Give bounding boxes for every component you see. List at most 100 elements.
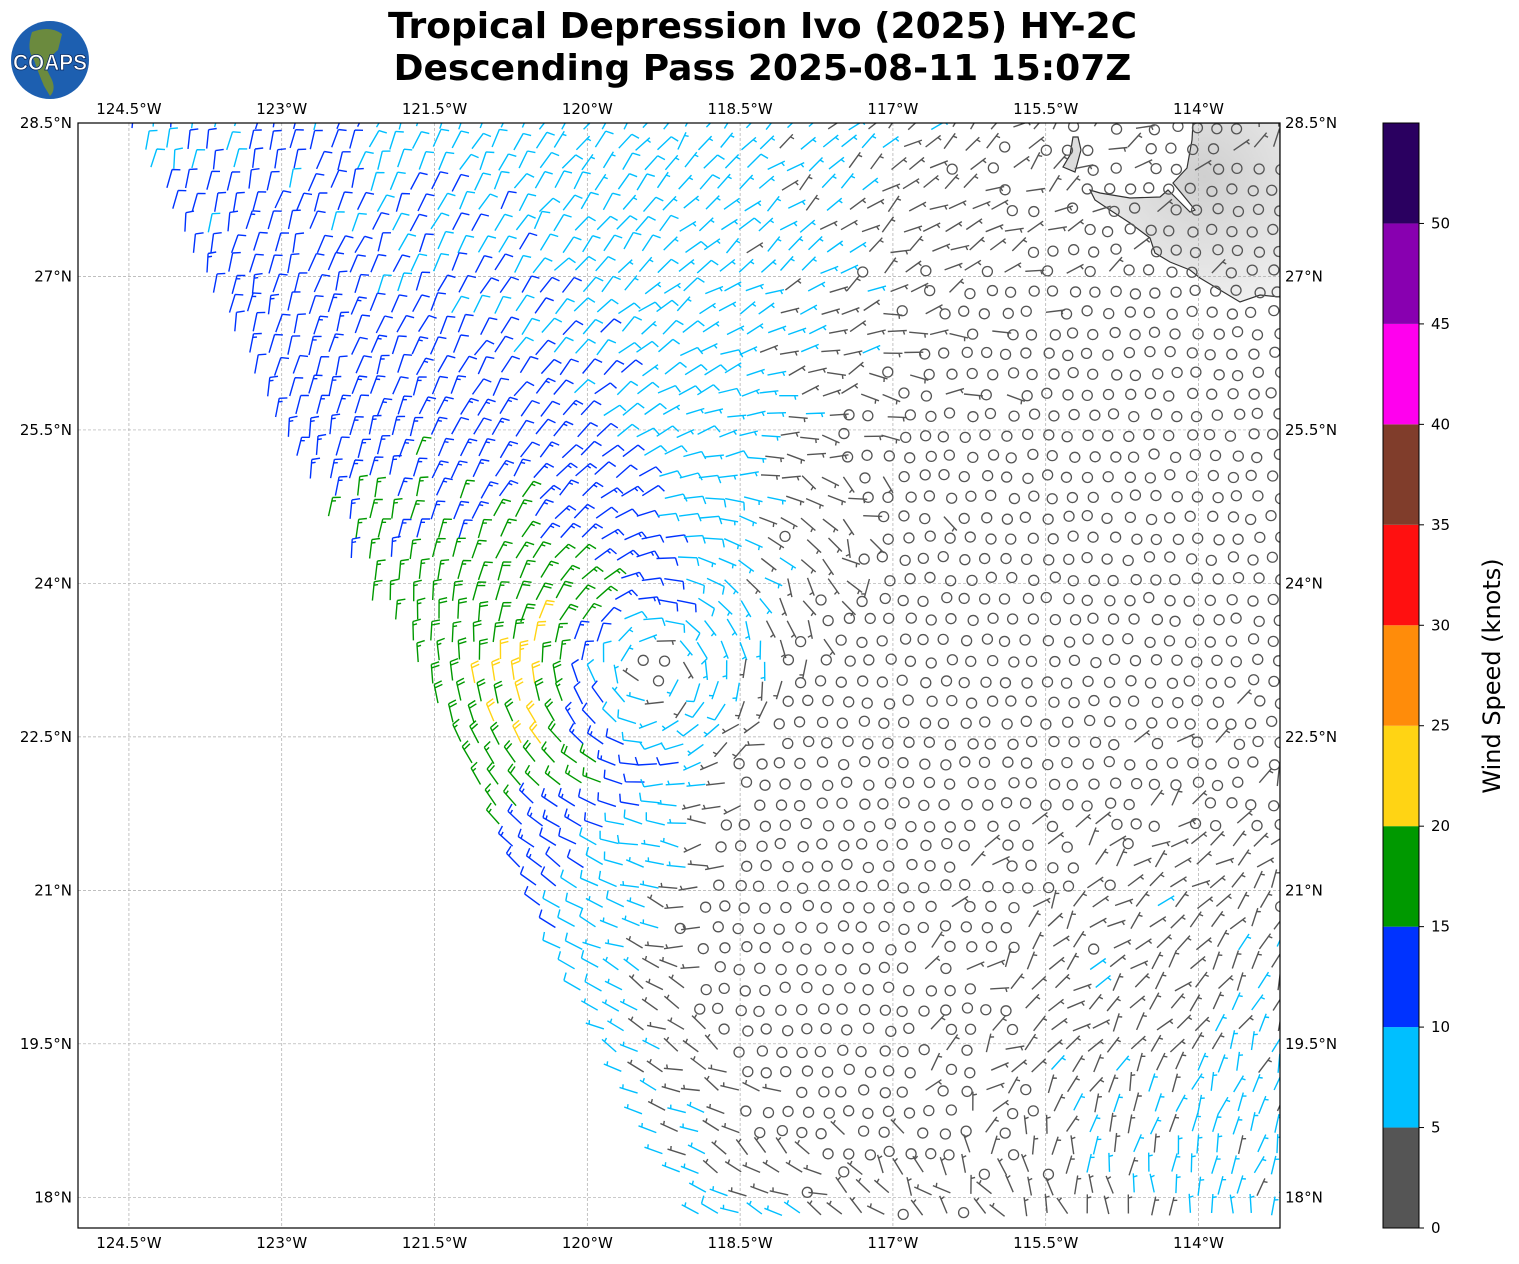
wind-barb	[890, 283, 909, 293]
calm-circle	[1213, 369, 1225, 381]
wind-barb	[616, 215, 638, 230]
wind-barb	[559, 639, 571, 660]
calm-circle	[999, 184, 1011, 196]
calm-circle	[918, 799, 930, 812]
wind-barb	[417, 193, 435, 212]
calm-circle	[1041, 265, 1054, 277]
wind-barb	[214, 191, 227, 212]
calm-circle	[1021, 677, 1033, 689]
calm-circle	[796, 1003, 808, 1016]
wind-barb	[685, 240, 708, 253]
wind-barb	[479, 277, 500, 294]
wind-barb	[187, 128, 199, 149]
calm-circle	[734, 840, 747, 852]
wind-barb	[788, 235, 804, 251]
wind-barb	[1229, 1194, 1235, 1214]
wind-barb	[887, 329, 907, 335]
wind-barb	[647, 1098, 666, 1111]
wind-barb	[497, 561, 512, 581]
calm-circle	[775, 963, 787, 976]
wind-barb	[437, 230, 454, 250]
wind-barb	[800, 343, 819, 353]
calm-circle	[1266, 551, 1279, 563]
wind-barb	[739, 430, 759, 437]
calm-circle	[917, 595, 929, 607]
wind-barb	[855, 1177, 871, 1194]
calm-circle	[1087, 368, 1099, 380]
wind-barb	[356, 151, 374, 170]
wind-barb	[1031, 1135, 1039, 1155]
wind-barb	[568, 723, 584, 745]
calm-circle	[1192, 328, 1204, 340]
calm-circle	[1008, 492, 1021, 505]
wind-barb	[700, 515, 723, 525]
wind-barb	[457, 234, 475, 254]
wind-barb	[679, 640, 693, 657]
calm-circle	[1081, 471, 1094, 484]
wind-barb	[679, 220, 697, 232]
calm-circle	[917, 633, 929, 646]
calm-circle	[999, 1127, 1011, 1139]
wind-barb	[254, 123, 259, 130]
wind-barb	[667, 818, 687, 824]
wind-barb	[351, 336, 368, 355]
wind-barb	[438, 597, 448, 619]
wind-barb	[890, 1118, 905, 1134]
calm-circle	[1150, 408, 1163, 420]
wind-barb	[685, 683, 701, 703]
wind-barb	[644, 281, 662, 295]
wind-barb	[1150, 1034, 1164, 1052]
wind-barb	[1257, 1134, 1269, 1153]
wind-barb	[725, 237, 741, 254]
wind-barb	[470, 761, 482, 785]
wind-barb	[663, 994, 680, 1010]
wind-barb	[684, 151, 699, 168]
calm-circle	[1067, 862, 1080, 874]
wind-barb	[541, 317, 563, 333]
wind-barb	[800, 517, 816, 533]
calm-circle	[835, 1086, 847, 1098]
wind-barb	[292, 354, 309, 374]
wind-barb	[664, 361, 687, 375]
wind-barb	[906, 1177, 913, 1196]
calm-circle	[1170, 204, 1182, 216]
calm-circle	[1269, 346, 1280, 358]
wind-barb	[738, 217, 762, 230]
calm-circle	[816, 797, 828, 809]
calm-circle	[841, 858, 853, 871]
wind-barb	[515, 214, 536, 231]
wind-barb	[635, 137, 651, 151]
graticule	[78, 122, 1280, 1228]
wind-barb	[756, 701, 768, 720]
wind-barb	[723, 804, 742, 815]
calm-circle	[1066, 779, 1078, 791]
wind-barb	[767, 370, 787, 377]
wind-barb	[540, 358, 562, 375]
calm-circle	[978, 1168, 991, 1180]
colorbar-tick-label: 20	[1431, 817, 1450, 835]
calm-circle	[1206, 718, 1219, 730]
calm-circle	[1213, 534, 1225, 546]
wind-barb	[1065, 1035, 1082, 1050]
wind-barb	[718, 301, 737, 312]
wind-barb	[1033, 123, 1041, 130]
colorbar-tick-label: 40	[1431, 415, 1450, 433]
wind-barb	[1175, 1094, 1188, 1112]
calm-circle	[1148, 448, 1160, 460]
calm-circle	[1169, 328, 1181, 340]
wind-barb	[1129, 995, 1146, 1009]
wind-barb	[821, 434, 840, 446]
calm-circle	[1130, 778, 1143, 790]
wind-barb	[846, 275, 861, 292]
wind-barb	[602, 192, 621, 211]
wind-barb	[1108, 256, 1124, 272]
wind-barb	[807, 452, 827, 458]
wind-barb	[452, 212, 470, 231]
calm-circle	[937, 431, 949, 443]
lon-tick-label-top: 121.5°W	[402, 100, 467, 118]
wind-barb	[823, 638, 836, 656]
calm-circle	[879, 1087, 891, 1099]
calm-circle	[1007, 1107, 1019, 1120]
colorbar-segment	[1383, 826, 1419, 927]
wind-barb	[705, 285, 724, 295]
